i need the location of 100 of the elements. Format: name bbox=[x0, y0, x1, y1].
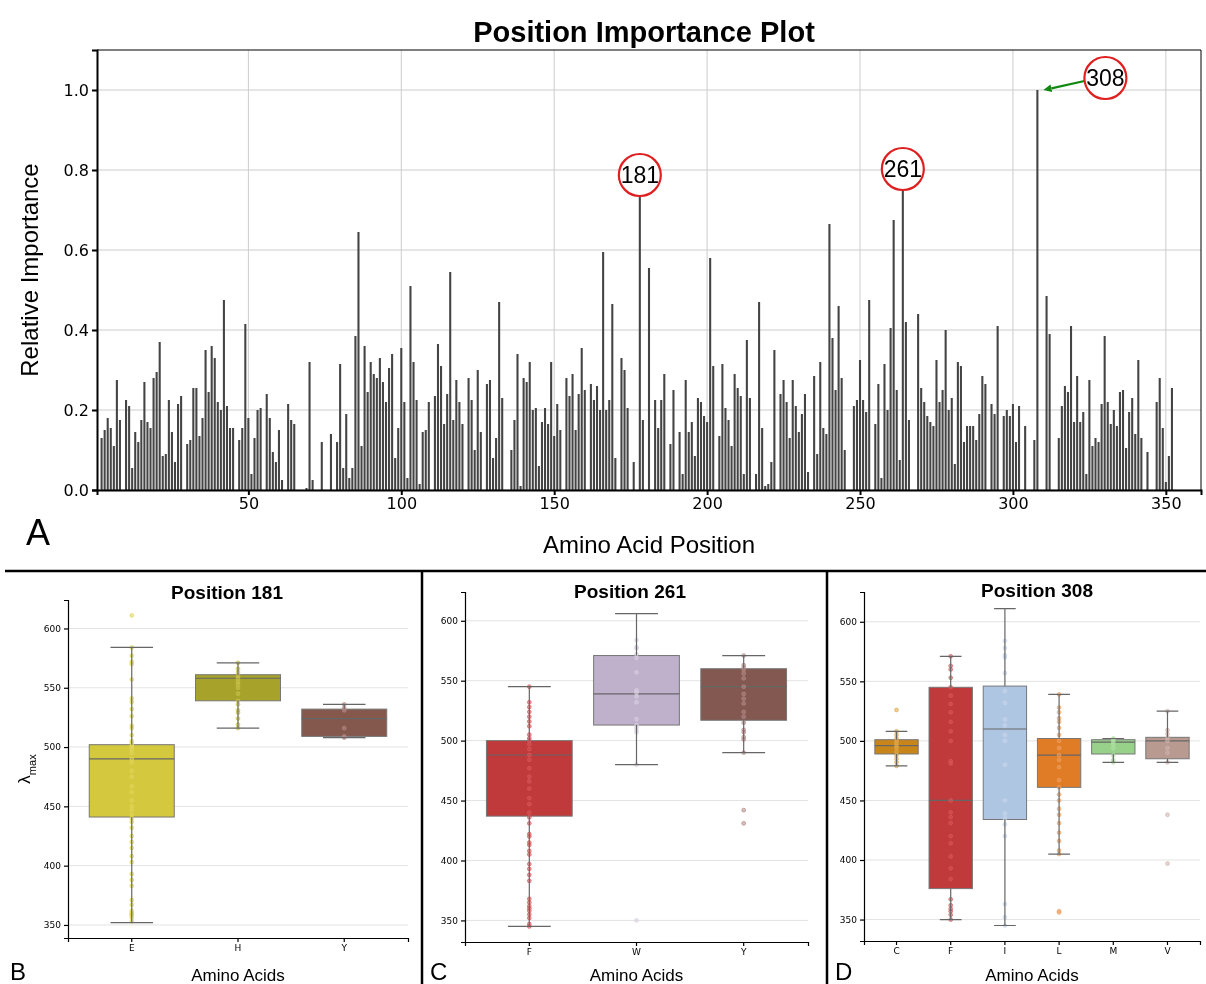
bar bbox=[892, 220, 895, 490]
bar bbox=[143, 382, 146, 490]
bar bbox=[595, 386, 599, 490]
bar bbox=[210, 346, 213, 490]
y-tick-label: 0.6 bbox=[63, 240, 89, 260]
bar bbox=[745, 340, 748, 490]
bar bbox=[409, 286, 412, 490]
x-tick-label: L bbox=[1056, 946, 1062, 957]
bar bbox=[115, 380, 118, 490]
y-tick-label: 350 bbox=[440, 915, 459, 926]
bar bbox=[485, 384, 488, 490]
bar bbox=[363, 346, 366, 490]
bar bbox=[819, 362, 822, 490]
x-axis-title: Amino Acid Position bbox=[542, 531, 756, 558]
x-tick-label: E bbox=[128, 943, 135, 954]
bar bbox=[449, 272, 452, 490]
y-tick-label: 1.0 bbox=[63, 80, 89, 100]
bar bbox=[543, 408, 547, 490]
bar bbox=[589, 384, 592, 490]
bar bbox=[565, 378, 568, 490]
x-axis-title: Amino Acids bbox=[589, 966, 684, 984]
y-tick-label: 0.2 bbox=[63, 400, 89, 420]
bar bbox=[391, 354, 394, 490]
bar bbox=[990, 404, 993, 490]
bar bbox=[966, 426, 969, 490]
y-tick-label: 400 bbox=[440, 855, 459, 866]
bar bbox=[647, 268, 651, 490]
bar bbox=[935, 360, 938, 490]
y-tick-label: 500 bbox=[440, 736, 459, 747]
bar bbox=[534, 408, 537, 490]
y-tick-label: 350 bbox=[839, 914, 858, 925]
bar bbox=[959, 366, 962, 490]
bar bbox=[1131, 398, 1134, 490]
y-tick-label: 0.8 bbox=[63, 160, 89, 180]
bar bbox=[1011, 404, 1014, 490]
bar bbox=[733, 374, 736, 490]
annotation: 181 bbox=[620, 162, 660, 188]
y-tick-label: 600 bbox=[839, 617, 858, 628]
y-tick-label: 400 bbox=[43, 861, 62, 872]
bar bbox=[981, 376, 984, 490]
bar bbox=[1082, 412, 1085, 490]
bar bbox=[476, 370, 479, 490]
bar bbox=[308, 362, 311, 490]
bar bbox=[678, 432, 681, 490]
bar bbox=[357, 232, 360, 490]
bar bbox=[620, 358, 623, 490]
bar bbox=[709, 258, 712, 490]
x-tick-label: C bbox=[893, 946, 900, 957]
bar bbox=[996, 326, 999, 490]
y-tick-label: 550 bbox=[440, 676, 459, 687]
y-tick-label: 350 bbox=[43, 920, 62, 931]
bar bbox=[293, 424, 296, 490]
x-tick-label: M bbox=[1109, 946, 1118, 957]
bar bbox=[837, 306, 840, 490]
bar bbox=[1158, 378, 1161, 490]
bar bbox=[917, 314, 920, 490]
bar bbox=[277, 430, 280, 490]
bar bbox=[580, 348, 583, 490]
bar bbox=[232, 428, 235, 490]
bar bbox=[186, 444, 189, 490]
bar bbox=[868, 300, 871, 490]
bar bbox=[158, 342, 161, 490]
bar bbox=[369, 362, 372, 490]
bar bbox=[858, 360, 862, 490]
text: B bbox=[10, 958, 27, 984]
bar bbox=[1137, 360, 1140, 490]
y-axis-title: Relative Importance bbox=[16, 163, 43, 377]
x-axis-title: Amino Acids bbox=[985, 966, 1079, 984]
bar bbox=[828, 224, 831, 490]
bar bbox=[1112, 410, 1115, 490]
bar bbox=[696, 398, 699, 490]
chart-title: Position 261 bbox=[574, 581, 687, 602]
y-tick-label: 450 bbox=[43, 801, 62, 812]
y-tick-label: 500 bbox=[839, 736, 858, 747]
bar bbox=[638, 196, 641, 490]
bar bbox=[427, 402, 430, 490]
bar bbox=[265, 394, 268, 490]
bar bbox=[1146, 452, 1149, 490]
bar bbox=[455, 380, 458, 490]
bar bbox=[556, 404, 559, 490]
bar bbox=[1088, 380, 1091, 490]
bar bbox=[972, 426, 975, 490]
bar bbox=[1118, 392, 1121, 490]
y-tick-label: 450 bbox=[839, 795, 858, 806]
bar bbox=[699, 402, 703, 490]
bar bbox=[345, 414, 348, 490]
bar bbox=[106, 418, 109, 490]
bar bbox=[329, 434, 332, 490]
bar bbox=[287, 404, 290, 490]
bar bbox=[204, 350, 207, 490]
bar bbox=[950, 398, 953, 490]
bar bbox=[1005, 410, 1008, 490]
x-tick-label: 200 bbox=[692, 494, 723, 514]
x-tick-label: Y bbox=[340, 943, 348, 954]
bar bbox=[1121, 390, 1125, 490]
y-tick-label: 550 bbox=[839, 676, 858, 687]
bar bbox=[654, 400, 657, 490]
bar bbox=[773, 350, 776, 490]
bar bbox=[488, 380, 492, 490]
x-tick-label: F bbox=[948, 946, 954, 957]
